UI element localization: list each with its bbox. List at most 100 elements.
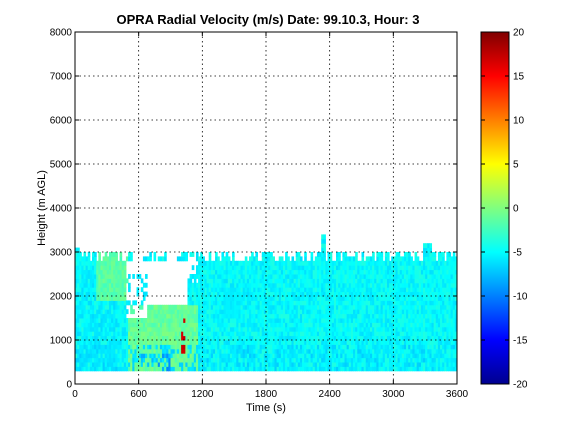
heatmap-cell: [259, 353, 263, 359]
heatmap-cell: [348, 287, 352, 293]
heatmap-cell: [321, 331, 324, 337]
heatmap-cell: [108, 366, 112, 372]
heatmap-cell: [115, 278, 118, 284]
heatmap-cell: [425, 291, 428, 297]
heatmap-cell: [314, 331, 318, 337]
heatmap-cell: [355, 318, 358, 323]
heatmap-cell: [149, 313, 152, 319]
heatmap-cell: [403, 256, 407, 262]
heatmap-cell: [336, 278, 339, 284]
heatmap-cell: [217, 331, 220, 337]
heatmap-cell: [403, 326, 407, 332]
heatmap-cell: [435, 326, 439, 332]
heatmap-cell: [448, 274, 452, 279]
heatmap-cell: [94, 362, 97, 367]
heatmap-cell: [431, 353, 435, 359]
heatmap-cell: [108, 331, 112, 337]
heatmap-cell: [121, 269, 125, 275]
heatmap-cell: [200, 265, 203, 271]
heatmap-cell: [437, 313, 441, 319]
heatmap-cell: [261, 274, 265, 279]
heatmap-cell: [83, 282, 87, 288]
heatmap-cell: [353, 260, 356, 266]
heatmap-cell: [410, 287, 413, 293]
heatmap-cell: [395, 322, 399, 328]
heatmap-cell: [384, 322, 388, 328]
heatmap-cell: [193, 362, 197, 367]
heatmap-cell: [178, 313, 182, 319]
heatmap-cell: [221, 340, 225, 345]
heatmap-cell: [149, 326, 152, 332]
heatmap-cell: [299, 322, 303, 328]
heatmap-cell: [75, 340, 78, 345]
heatmap-cell: [132, 348, 135, 354]
heatmap-cell: [423, 313, 426, 319]
heatmap-cell: [384, 313, 388, 319]
heatmap-cell: [106, 331, 110, 337]
heatmap-cell: [454, 304, 458, 310]
heatmap-cell: [374, 282, 377, 288]
heatmap-cell: [325, 309, 329, 315]
heatmap-cell: [130, 344, 133, 350]
heatmap-cell: [221, 291, 225, 297]
heatmap-cell: [240, 287, 244, 293]
heatmap-cell: [75, 357, 78, 363]
heatmap-cell: [331, 300, 335, 306]
heatmap-cell: [272, 291, 275, 297]
heatmap-cell: [331, 344, 335, 350]
heatmap-cell: [295, 353, 299, 359]
heatmap-cell: [87, 300, 91, 306]
heatmap-cell: [304, 344, 307, 350]
heatmap-cell: [323, 265, 326, 271]
heatmap-cell: [263, 344, 267, 350]
heatmap-cell: [215, 335, 218, 341]
heatmap-cell: [372, 265, 375, 271]
heatmap-cell: [427, 252, 430, 257]
heatmap-cell: [102, 344, 106, 350]
heatmap-cell: [433, 348, 437, 354]
heatmap-cell: [386, 269, 390, 275]
heatmap-cell: [429, 291, 433, 297]
heatmap-cell: [297, 309, 301, 315]
heatmap-cell: [195, 322, 199, 328]
heatmap-cell: [425, 326, 428, 332]
heatmap-cell: [374, 326, 377, 332]
heatmap-cell: [314, 335, 318, 341]
heatmap-cell: [448, 362, 452, 367]
heatmap-cell: [391, 291, 394, 297]
heatmap-cell: [425, 362, 428, 367]
heatmap-cell: [408, 357, 411, 363]
heatmap-cell: [232, 318, 235, 323]
heatmap-cell: [85, 362, 89, 367]
heatmap-cell: [414, 278, 418, 284]
heatmap-cell: [147, 256, 150, 262]
heatmap-cell: [327, 274, 331, 279]
heatmap-cell: [454, 278, 458, 284]
heatmap-cell: [382, 265, 386, 271]
heatmap-cell: [113, 296, 116, 301]
heatmap-cell: [266, 274, 269, 279]
heatmap-cell: [295, 322, 299, 328]
heatmap-cell: [208, 322, 212, 328]
heatmap-cell: [446, 265, 450, 271]
heatmap-cell: [331, 278, 335, 284]
heatmap-cell: [166, 335, 169, 341]
heatmap-cell: [210, 318, 214, 323]
heatmap-cell: [94, 357, 97, 363]
heatmap-cell: [119, 331, 123, 337]
heatmap-cell: [89, 322, 93, 328]
heatmap-cell: [87, 296, 91, 301]
heatmap-cell: [115, 313, 118, 319]
heatmap-cell: [98, 269, 101, 275]
heatmap-cell: [427, 247, 430, 253]
heatmap-cell: [321, 296, 324, 301]
heatmap-cell: [452, 278, 456, 284]
heatmap-cell: [348, 353, 352, 359]
heatmap-cell: [130, 252, 133, 257]
heatmap-cell: [348, 322, 352, 328]
heatmap-cell: [204, 260, 208, 266]
heatmap-cell: [302, 348, 305, 354]
heatmap-cell: [450, 282, 454, 288]
heatmap-cell: [363, 322, 367, 328]
heatmap-cell: [416, 291, 420, 297]
